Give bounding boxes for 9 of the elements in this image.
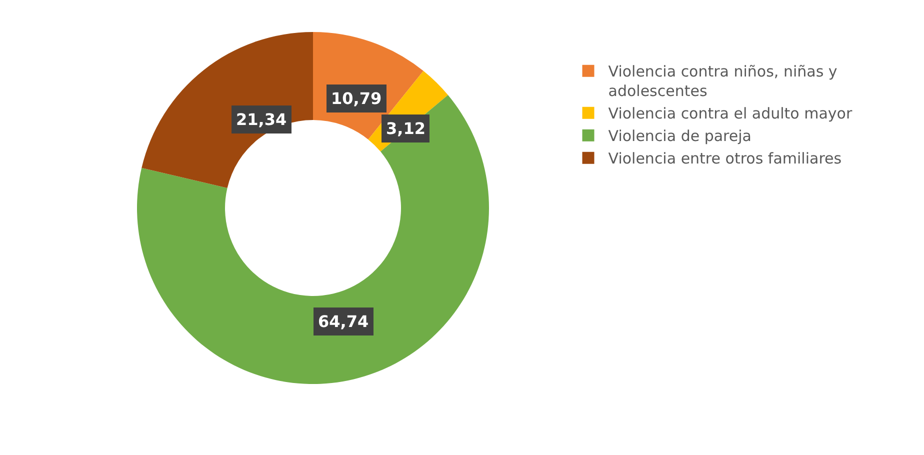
legend-label: Violencia entre otros familiares <box>608 150 842 168</box>
data-label: 3,12 <box>386 119 426 138</box>
data-label: 10,79 <box>331 89 382 108</box>
data-label: 21,34 <box>236 110 287 129</box>
donut-slice <box>142 32 313 188</box>
legend-label: Violencia contra niños, niñas y adolescentes <box>608 62 838 100</box>
legend-label: Violencia contra el adulto mayor <box>608 104 853 123</box>
data-label: 64,74 <box>318 312 369 331</box>
legend-label: Violencia de pareja <box>608 127 752 146</box>
